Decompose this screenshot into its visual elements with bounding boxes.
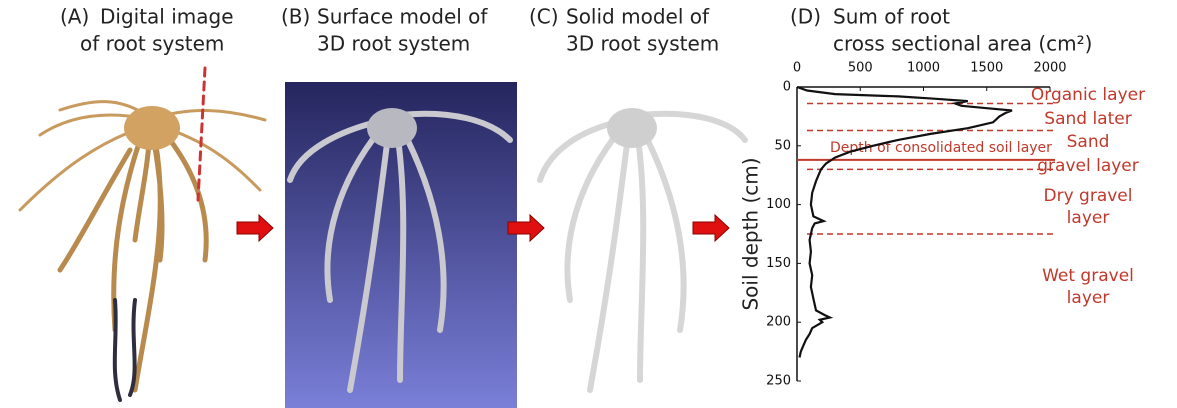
y-tick-label: 150 <box>766 256 791 271</box>
x-tick-label: 1500 <box>970 61 1003 76</box>
y-tick-label: 250 <box>766 374 791 389</box>
y-tick-label: 100 <box>766 197 791 212</box>
panel-title: 3D root system <box>317 32 470 56</box>
figure: (D) Sum of root cross sectional area (cm²)… <box>0 0 1177 408</box>
chart-title: cross sectional area (cm²) <box>833 32 1092 56</box>
root-photo <box>20 68 265 400</box>
layer-label: gravel layer <box>1037 156 1139 176</box>
panel-label: (C) <box>529 5 559 29</box>
layer-label: Sand later <box>1044 109 1131 129</box>
panel-title: 3D root system <box>566 32 719 56</box>
panel-title: Solid model of <box>566 5 710 29</box>
layer-label: Dry gravel <box>1044 186 1133 206</box>
x-tick-label: 1000 <box>907 61 940 76</box>
chart-label: (D) <box>790 5 821 29</box>
x-tick-label: 0 <box>793 61 801 76</box>
y-tick-label: 0 <box>783 80 791 95</box>
chart-title: Sum of root <box>833 5 950 29</box>
panel-title: Surface model of <box>317 5 488 29</box>
x-tick-label: 500 <box>848 61 873 76</box>
x-tick-label: 2000 <box>1033 61 1066 76</box>
y-tick-label: 200 <box>766 315 791 330</box>
layer-label: Wet gravel <box>1042 266 1134 286</box>
panel-label: (B) <box>281 5 310 29</box>
panel-label: (A) <box>60 5 89 29</box>
panel-title: of root system <box>80 32 224 56</box>
solid-model <box>540 108 745 390</box>
y-tick-label: 50 <box>774 138 791 153</box>
layer-label: Organic layer <box>1031 85 1145 105</box>
layer-label: Sand <box>1067 132 1110 152</box>
y-axis-label: Soil depth (cm) <box>739 157 763 310</box>
depth-chart: (D) Sum of root cross sectional area (cm²)… <box>739 5 1146 389</box>
data-line <box>797 87 1012 358</box>
panel-title: Digital image <box>100 5 234 29</box>
layer-label: layer <box>1067 288 1110 308</box>
layer-label: layer <box>1067 208 1110 228</box>
